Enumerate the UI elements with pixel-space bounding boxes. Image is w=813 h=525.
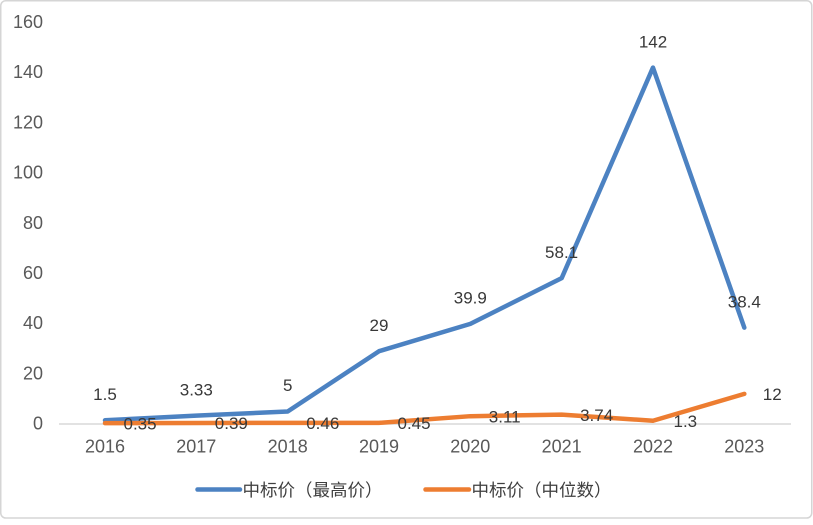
- svg-text:39.9: 39.9: [454, 289, 487, 308]
- svg-text:0: 0: [33, 414, 43, 434]
- svg-text:1.5: 1.5: [93, 385, 117, 404]
- svg-text:60: 60: [23, 263, 43, 283]
- svg-text:1.3: 1.3: [674, 412, 698, 431]
- svg-text:29: 29: [370, 316, 389, 335]
- svg-text:142: 142: [639, 32, 667, 51]
- svg-text:3.74: 3.74: [580, 406, 613, 425]
- svg-text:38.4: 38.4: [728, 292, 761, 311]
- svg-text:0.39: 0.39: [215, 414, 248, 433]
- svg-text:2017: 2017: [176, 437, 216, 457]
- svg-text:40: 40: [23, 313, 43, 333]
- svg-text:3.33: 3.33: [180, 380, 213, 399]
- svg-text:2022: 2022: [633, 437, 673, 457]
- svg-text:0.35: 0.35: [124, 414, 157, 433]
- svg-text:5: 5: [283, 376, 292, 395]
- svg-text:2021: 2021: [542, 437, 582, 457]
- svg-text:2016: 2016: [85, 437, 125, 457]
- svg-text:2020: 2020: [450, 437, 490, 457]
- svg-text:80: 80: [23, 213, 43, 233]
- svg-text:2018: 2018: [268, 437, 308, 457]
- svg-text:100: 100: [13, 163, 43, 183]
- svg-text:12: 12: [763, 385, 782, 404]
- svg-text:120: 120: [13, 112, 43, 132]
- svg-text:0.46: 0.46: [306, 414, 339, 433]
- svg-text:58.1: 58.1: [545, 243, 578, 262]
- svg-text:2019: 2019: [359, 437, 399, 457]
- svg-text:0.45: 0.45: [398, 414, 431, 433]
- svg-text:160: 160: [13, 12, 43, 32]
- svg-text:3.11: 3.11: [489, 407, 521, 426]
- svg-text:140: 140: [13, 62, 43, 82]
- svg-text:20: 20: [23, 363, 43, 383]
- svg-text:2023: 2023: [724, 437, 764, 457]
